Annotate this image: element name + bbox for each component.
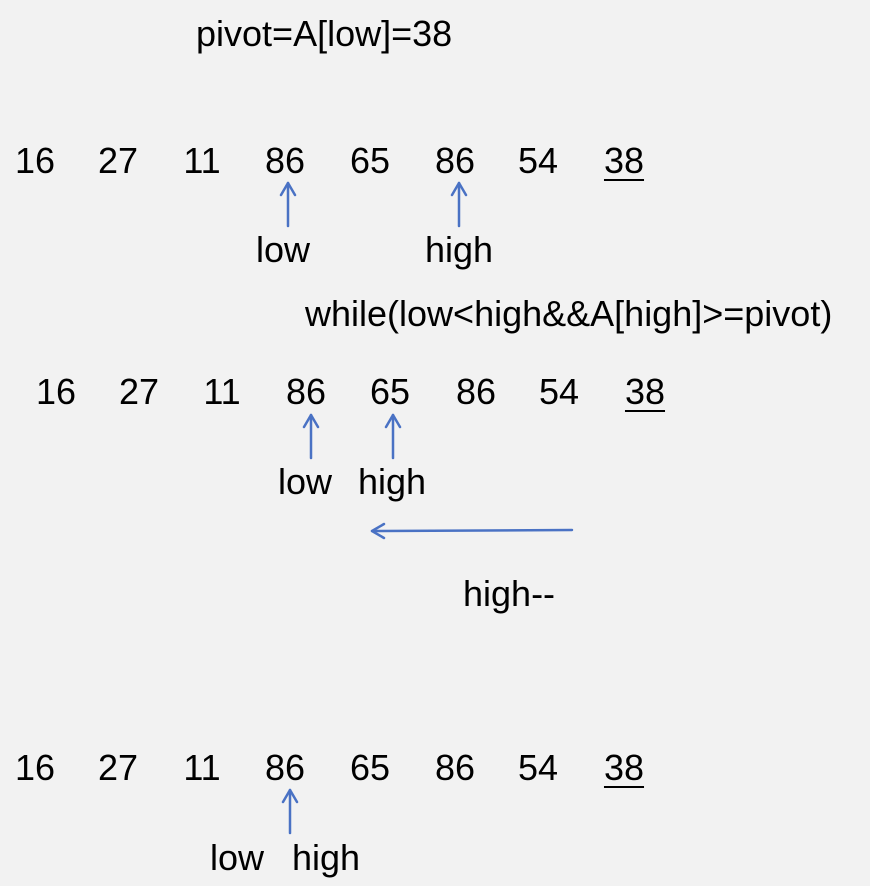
array-value: 16 — [14, 140, 56, 181]
array-value: 16 — [14, 747, 56, 788]
array-value: 65 — [349, 747, 391, 788]
array-value: 54 — [538, 371, 580, 412]
array-value: 65 — [369, 371, 411, 412]
array-value: 27 — [118, 371, 160, 412]
array-value: 54 — [517, 140, 559, 181]
pivot-label: pivot=A[low]=38 — [196, 13, 453, 54]
up-arrow-icon — [450, 181, 468, 228]
low-pointer-label: low — [256, 229, 311, 270]
high-pointer-label: high — [425, 229, 494, 270]
array-value: 86 — [264, 140, 306, 181]
low-pointer-label: low — [210, 837, 265, 878]
up-arrow-icon — [281, 788, 299, 835]
pivot-value-underlined: 38 — [603, 140, 645, 181]
array-value: 11 — [203, 371, 241, 412]
array-value: 27 — [97, 140, 139, 181]
pivot-value-underlined: 38 — [603, 747, 645, 788]
array-value: 11 — [183, 747, 221, 788]
high-decrement-label: high-- — [463, 573, 556, 614]
high-pointer-label: high — [292, 837, 361, 878]
array-value: 86 — [285, 371, 327, 412]
array-value: 27 — [97, 747, 139, 788]
low-pointer-label: low — [278, 461, 333, 502]
array-value: 11 — [183, 140, 221, 181]
up-arrow-icon — [302, 413, 320, 460]
up-arrow-icon — [384, 413, 402, 460]
array-value: 16 — [35, 371, 77, 412]
up-arrow-icon — [279, 181, 297, 228]
array-value: 86 — [434, 747, 476, 788]
pivot-value-underlined: 38 — [624, 371, 666, 412]
array-value: 86 — [434, 140, 476, 181]
high-pointer-label: high — [358, 461, 427, 502]
array-value: 86 — [264, 747, 306, 788]
left-arrow-icon — [370, 522, 574, 540]
array-value: 86 — [455, 371, 497, 412]
array-value: 54 — [517, 747, 559, 788]
array-value: 65 — [349, 140, 391, 181]
while-condition: while(low<high&&A[high]>=pivot) — [305, 293, 833, 334]
